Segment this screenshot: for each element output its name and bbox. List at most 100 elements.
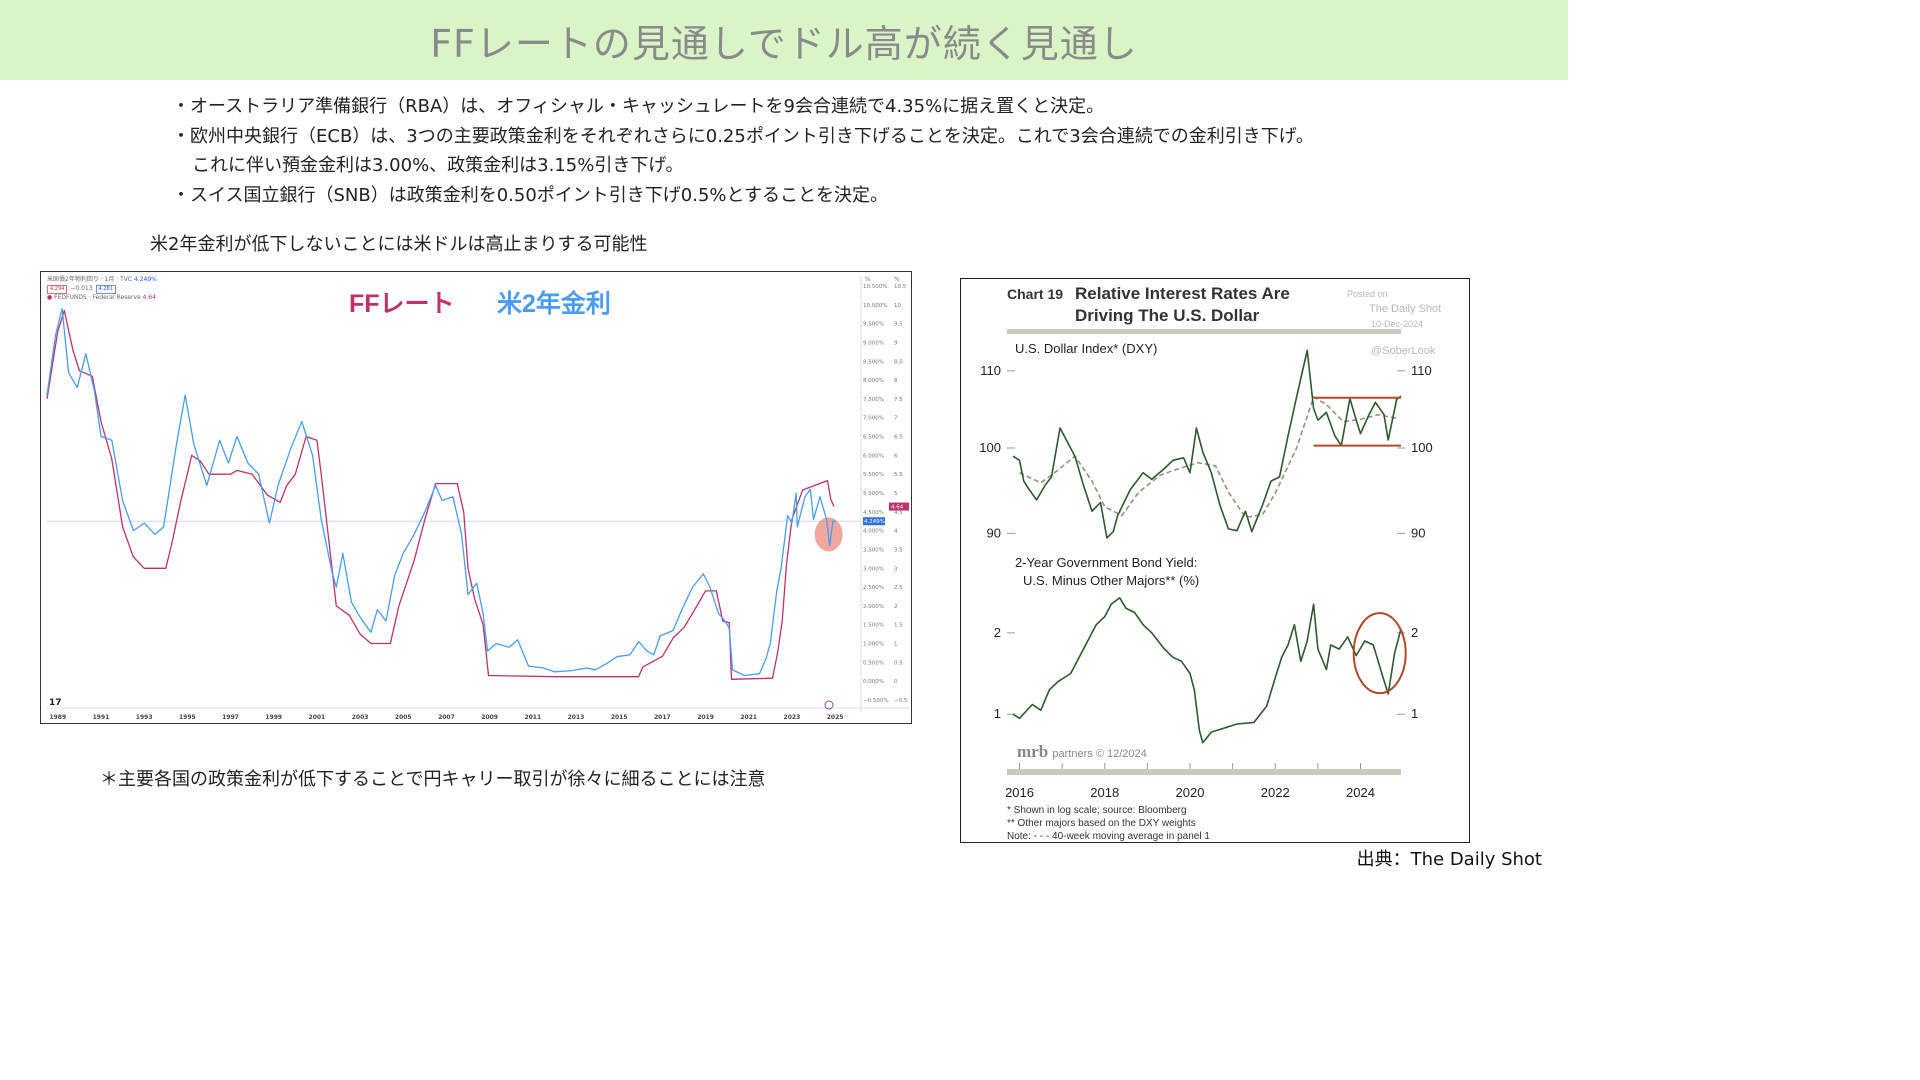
page-title: FFレートの見通しでドル高が続く見通し [430, 21, 1138, 66]
panel1-y-tick-left: 90 [987, 525, 1001, 540]
unit-left: % [865, 276, 871, 283]
y-tick-right: 2.5 [894, 585, 903, 591]
x-tick: 2022 [1261, 785, 1290, 800]
chart-title: Relative Interest Rates Are Driving The … [1075, 283, 1290, 327]
y-tick-right: 9 [894, 340, 898, 346]
x-tick: 2013 [568, 714, 585, 721]
y-tick-left: 9.000% [863, 340, 884, 346]
legend-series-1-value: 4.249% [133, 276, 157, 283]
dxy-line [1012, 349, 1402, 539]
ff-current-tag [889, 502, 909, 511]
ff-vs-2y-svg: 10.500%10.000%9.500%9.000%8.500%8.000%7.… [46, 276, 909, 721]
bullet-snb: ・スイス国立銀行（SNB）は政策金利を0.50ポイント引き下げ0.5%とすること… [172, 184, 888, 206]
unit-right: % [894, 276, 900, 283]
title-rule [1007, 329, 1401, 334]
y-tick-right: 7 [894, 416, 898, 422]
panel2-title-line-2: U.S. Minus Other Majors** (%) [1023, 573, 1200, 588]
x-tick: 1997 [222, 714, 239, 721]
chart-footnotes: * Shown in log scale; source: Bloomberg … [1007, 804, 1210, 842]
x-tick: 2003 [352, 714, 369, 721]
y-tick-right: −0.5 [894, 698, 908, 704]
y-tick-right: 3.5 [894, 547, 903, 553]
mrb-suffix: partners © 12/2024 [1052, 748, 1147, 760]
y-tick-right: 1.5 [894, 623, 903, 629]
ff-vs-2y-chart: 10.500% 10.000% 9.500% 9.000% 8.500% 8.000% 7.… [40, 271, 912, 724]
x-tick: 2017 [654, 714, 671, 721]
legend-series-1: 米国債2年物利回り · 1月 · TVC [47, 276, 133, 283]
y-tick-left: 3.500% [863, 547, 884, 553]
x-tick: 2009 [481, 714, 498, 721]
x-tick: 2015 [611, 714, 628, 721]
daily-shot-svg: 110 110 100 100 90 90 2 2 1 1 2016 2018 2020 2022 2024 [979, 329, 1433, 800]
x-tick: 2021 [740, 714, 757, 721]
y-tick-left: 2.000% [863, 604, 884, 610]
author-handle: @SoberLook [1371, 345, 1436, 357]
panel2-y-tick-right: 2 [1411, 625, 1418, 640]
x-tick: 2016 [1005, 785, 1034, 800]
panel2-y-tick-left: 2 [994, 625, 1001, 640]
ff-current-value: 4.64 [891, 505, 904, 511]
x-tick: 1995 [179, 714, 196, 721]
y-tick-left: 5.500% [863, 472, 884, 478]
us2y-current-tag [863, 517, 885, 526]
y-tick-left: 0.500% [863, 660, 884, 666]
y-tick-left: 7.500% [863, 397, 884, 403]
panel2-y-tick-right: 1 [1411, 706, 1418, 721]
y-tick-left: 10.500% [863, 284, 887, 290]
y-tick-left: 3.000% [863, 566, 884, 572]
x-tick: 2019 [697, 714, 714, 721]
x-tick: 2005 [395, 714, 412, 721]
panel1-y-tick-left: 100 [979, 440, 1001, 455]
y-tick-right: 9.5 [894, 322, 903, 328]
replay-icon [824, 700, 834, 710]
y-tick-left: 5.000% [863, 491, 884, 497]
panel1-y-tick-left: 110 [980, 363, 1001, 378]
x-tick: 2007 [438, 714, 455, 721]
chart-title-line-2: Driving The U.S. Dollar [1075, 306, 1260, 325]
legend-delta: −0.013 [70, 285, 93, 292]
y-tick-right: 6.5 [894, 435, 903, 441]
y-tick-left: 6.000% [863, 453, 884, 459]
y-tick-right: 3 [894, 566, 898, 572]
x-tick: 1999 [265, 714, 282, 721]
chart-number: Chart 19 [1007, 286, 1064, 302]
y-tick-left: 2.500% [863, 585, 884, 591]
us2y-line [46, 307, 836, 677]
panel2-title-line-1: 2-Year Government Bond Yield: [1015, 555, 1198, 570]
panel1-y-tick-right: 110 [1411, 363, 1432, 378]
x-tick: 2020 [1176, 785, 1205, 800]
carry-trade-note: ＊主要各国の政策金利が低下することで円キャリー取引が徐々に細ることには注意 [100, 769, 766, 790]
y-tick-left: 8.500% [863, 359, 884, 365]
x-tick: 1991 [93, 714, 110, 721]
y-tick-left: 9.500% [863, 322, 884, 328]
ff-rate-line [46, 309, 835, 680]
spread-line [1012, 597, 1402, 744]
legend-series-2: FEDFUNDS · Federal Reserve [54, 294, 141, 301]
y-tick-left: 1.500% [863, 623, 884, 629]
us2y-current-value: 4.249% [864, 519, 885, 525]
y-tick-right: 1 [894, 642, 898, 648]
y-tick-left: 4.000% [863, 529, 884, 535]
y-tick-right: 8 [894, 378, 898, 384]
spread-highlight-circle [1352, 612, 1407, 695]
y-tick-right: 0.5 [894, 660, 903, 666]
y-tick-right: 5.5 [894, 472, 903, 478]
y-tick-left: 6.500% [863, 435, 884, 441]
x-tick: 2024 [1346, 785, 1375, 800]
chart-title-line-1: Relative Interest Rates Are [1075, 284, 1290, 303]
posted-on-label: Posted on [1347, 289, 1388, 299]
y-tick-right: 10 [894, 303, 901, 309]
x-tick: 2023 [784, 714, 801, 721]
mrb-logo-text: mrb [1017, 742, 1049, 761]
source-watermark: The Daily Shot [1369, 303, 1442, 315]
footnote-3: Note: - - - 40-week moving average in pa… [1007, 831, 1210, 842]
moving-average-line [1019, 395, 1400, 519]
left-chart-caption: 米2年金利が低下しないことには米ドルは高止まりする可能性 [150, 234, 648, 255]
panel2-y-tick-left: 1 [994, 706, 1001, 721]
tradingview-legend: 米国債2年物利回り · 1月 · TVC 4.249% 4.294 −0.013 4… [47, 276, 157, 301]
us2y-label: 米2年金利 [497, 290, 611, 318]
bullet-list: ・オーストラリア準備銀行（RBA）は、オフィシャル・キャッシュレートを9会合連続… [172, 92, 1512, 210]
legend-series-2-value: 4.64 [142, 294, 156, 301]
bullet-ecb: ・欧州中央銀行（ECB）は、3つの主要政策金利をそれぞれさらに0.25ポイント引… [172, 125, 1314, 147]
x-tick: 1989 [49, 714, 66, 721]
